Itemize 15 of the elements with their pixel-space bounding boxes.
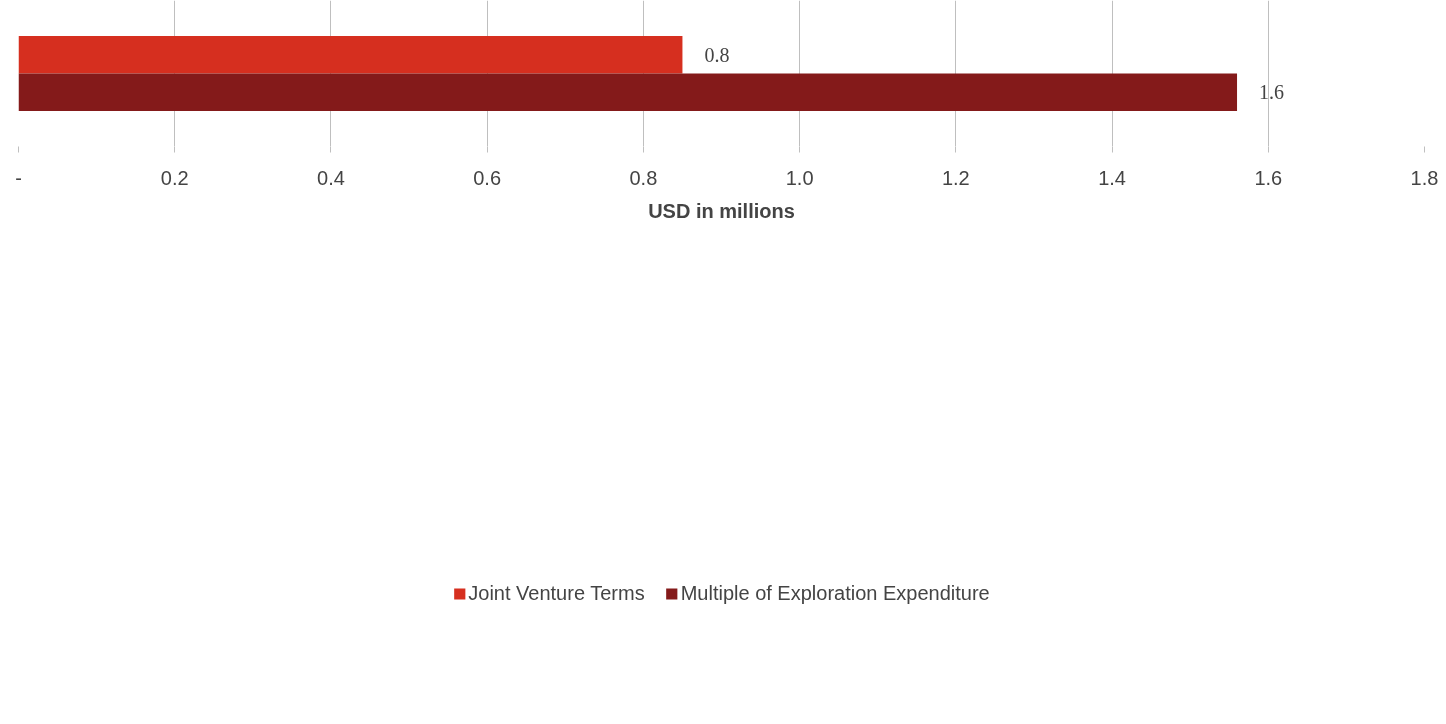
x-tick-label: 1.8: [1410, 166, 1439, 189]
data-label: 1.6: [1259, 81, 1285, 104]
x-tick-label: 1.2: [941, 166, 970, 189]
x-tick-label: 1.4: [1098, 166, 1126, 189]
x-tick-label: 1.0: [785, 166, 814, 189]
x-tick-label: 0.2: [160, 166, 189, 189]
x-tick-label: 0.8: [629, 166, 658, 189]
x-tick-label: 1.6: [1254, 166, 1283, 189]
legend-label: Multiple of Exploration Expenditure: [680, 581, 990, 605]
data-label: 0.8: [704, 43, 730, 66]
x-axis-title: USD in millions: [648, 199, 795, 222]
x-tick-label: 0.6: [473, 166, 502, 189]
x-tick-label: -: [15, 166, 22, 189]
x-tick-label: 0.4: [317, 166, 345, 189]
legend-label: Joint Venture Terms: [468, 581, 645, 605]
